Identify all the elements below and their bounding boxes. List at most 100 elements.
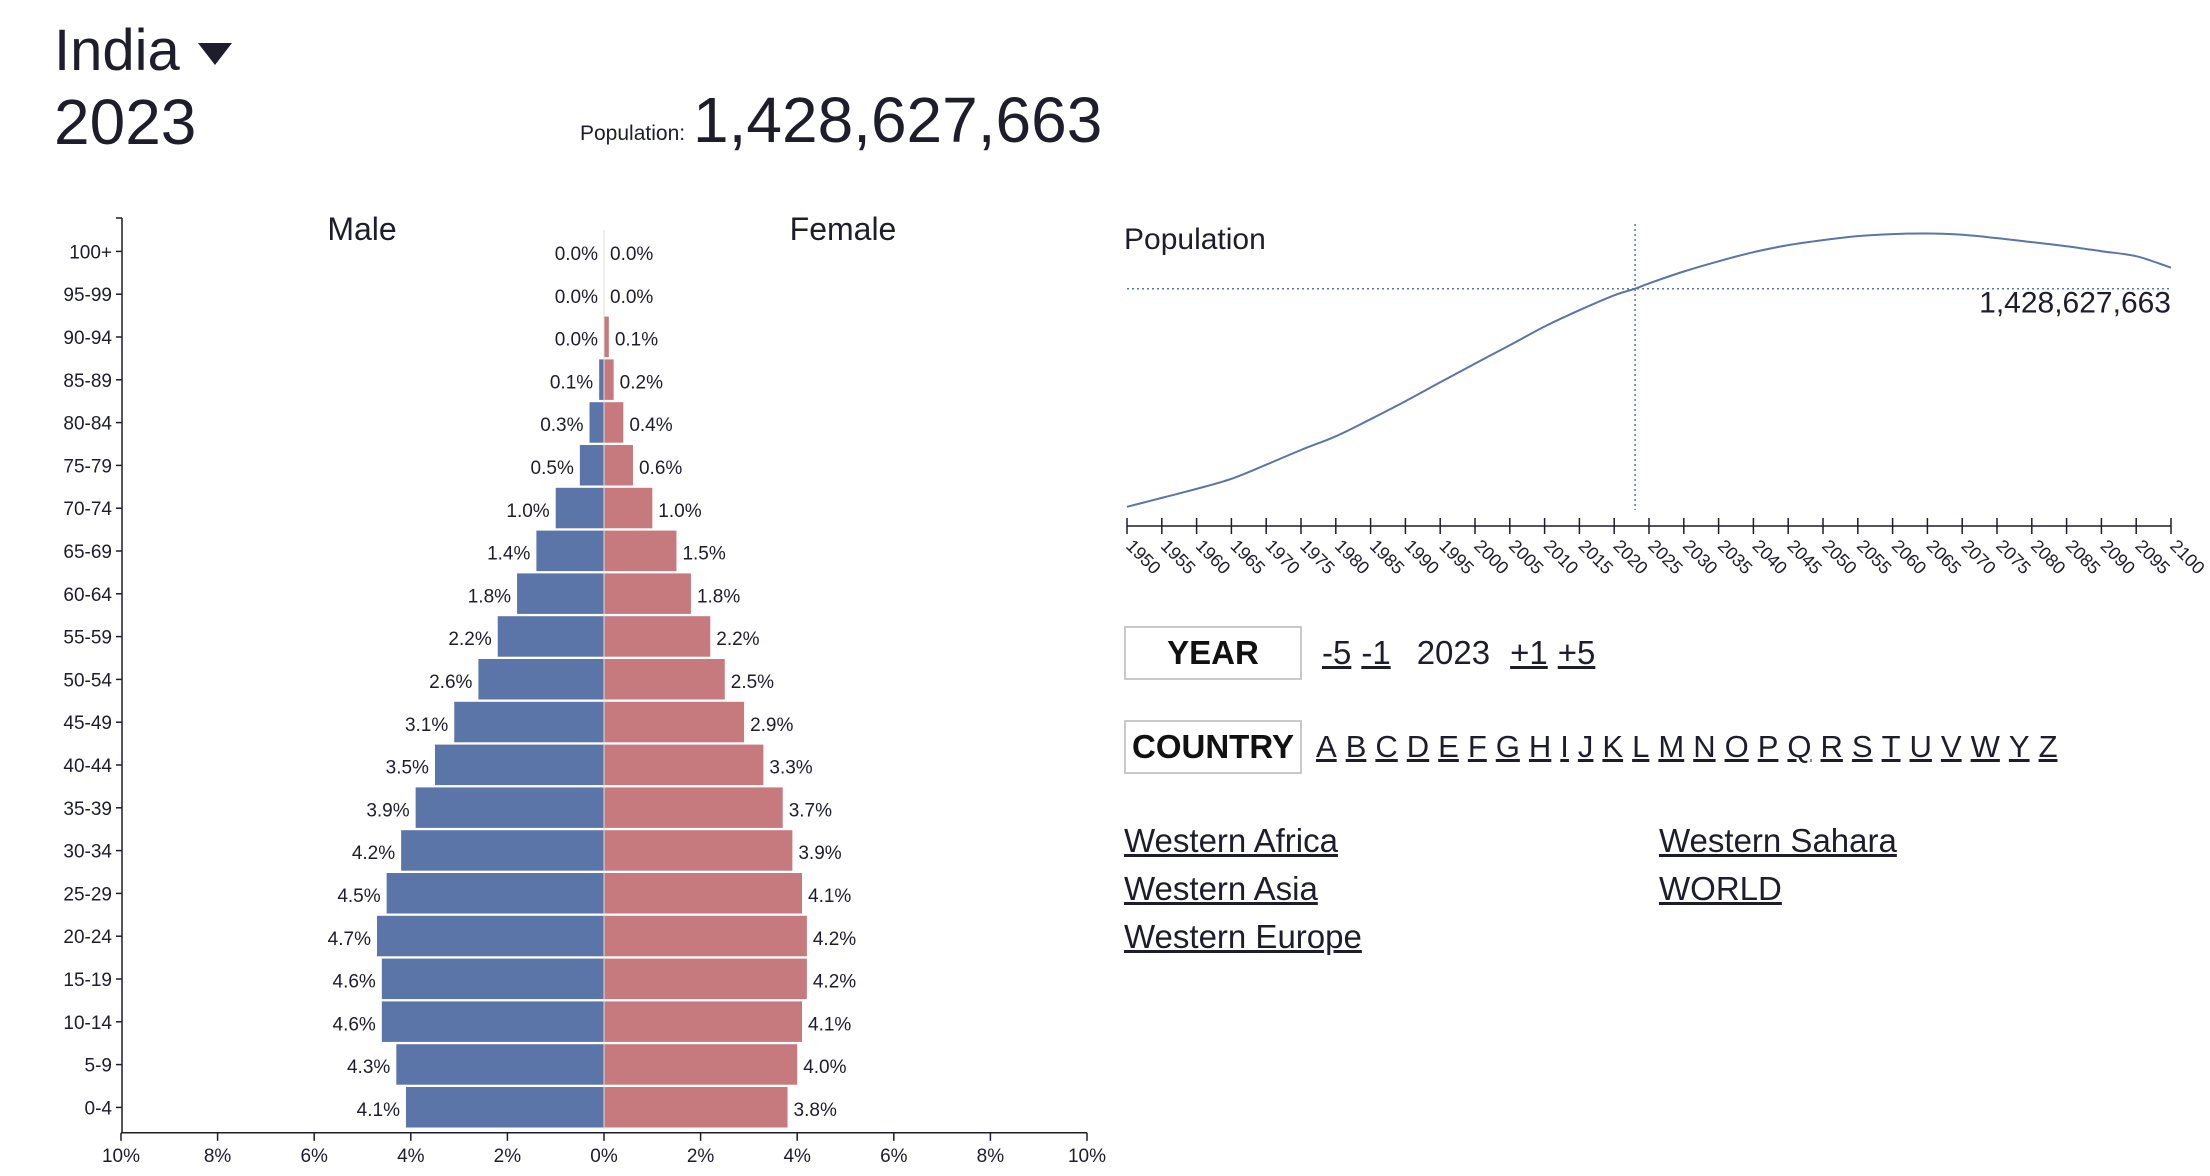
region-link[interactable]: Western Asia: [1124, 870, 1318, 907]
male-value-label: 0.1%: [550, 372, 593, 393]
country-letter-link[interactable]: I: [1560, 729, 1569, 764]
age-group-label: 60-64: [63, 585, 112, 606]
country-letter-link[interactable]: D: [1406, 729, 1430, 764]
percent-tick-label: 2%: [687, 1146, 715, 1167]
female-bar: [604, 1087, 788, 1128]
country-letter-link[interactable]: G: [1495, 729, 1520, 764]
female-bar: [604, 915, 807, 957]
year-tick-label: 2060: [1888, 536, 1930, 578]
country-letter-link[interactable]: T: [1881, 729, 1901, 764]
year-current-value: 2023: [1416, 634, 1491, 671]
male-value-label: 4.3%: [347, 1057, 390, 1078]
region-link[interactable]: Western Europe: [1124, 918, 1362, 955]
year-tick-label: 1965: [1227, 536, 1269, 578]
country-letter-link[interactable]: A: [1316, 729, 1337, 764]
country-button[interactable]: COUNTRY: [1124, 720, 1302, 774]
male-value-label: 2.6%: [429, 672, 472, 693]
country-letter-link[interactable]: F: [1467, 729, 1487, 764]
year-tick-label: 1995: [1435, 536, 1477, 578]
female-value-label: 0.0%: [610, 287, 653, 308]
age-group-label: 45-49: [63, 713, 112, 734]
male-value-label: 4.5%: [337, 886, 380, 907]
year-tick-label: 2095: [2131, 536, 2173, 578]
year-plus-1-link[interactable]: +1: [1510, 634, 1548, 671]
country-letter-link[interactable]: V: [1940, 729, 1962, 764]
female-value-label: 4.0%: [803, 1057, 846, 1078]
year-tick-label: 2100: [2166, 536, 2208, 578]
male-bar: [405, 1087, 604, 1128]
year-axis: 1950195519601965197019751980198519901995…: [1122, 518, 2209, 578]
age-group-label: 25-29: [63, 884, 112, 905]
female-bar: [604, 701, 745, 743]
age-group-label: 95-99: [63, 285, 112, 306]
region-link[interactable]: Western Sahara: [1659, 822, 1897, 859]
region-link[interactable]: WORLD: [1659, 870, 1782, 907]
year-minus-1-link[interactable]: -1: [1361, 634, 1391, 671]
age-group-label: 15-19: [63, 970, 112, 991]
country-letter-link[interactable]: B: [1345, 729, 1367, 764]
country-letter-link[interactable]: U: [1909, 729, 1932, 764]
male-value-label: 3.5%: [386, 758, 429, 779]
age-group-label: 90-94: [63, 328, 112, 349]
country-letter-link[interactable]: Z: [2038, 729, 2058, 764]
female-value-label: 2.2%: [716, 629, 759, 650]
age-group-label: 0-4: [85, 1098, 113, 1119]
male-bar: [401, 830, 604, 871]
female-value-label: 0.6%: [639, 458, 682, 479]
age-group-label: 50-54: [63, 670, 112, 691]
year-tick-label: 2070: [1957, 536, 1999, 578]
year-button[interactable]: YEAR: [1124, 626, 1302, 680]
age-group-label: 85-89: [63, 371, 112, 392]
percent-tick-label: 10%: [102, 1146, 140, 1167]
female-value-label: 0.0%: [610, 244, 653, 265]
female-value-label: 3.9%: [798, 843, 841, 864]
country-letter-link[interactable]: C: [1375, 729, 1398, 764]
male-value-label: 4.6%: [333, 1014, 376, 1035]
female-value-label: 2.9%: [750, 715, 793, 736]
country-letter-link[interactable]: P: [1757, 729, 1779, 764]
female-bar: [604, 787, 783, 828]
year-tick-label: 2015: [1575, 536, 1617, 578]
country-letter-link[interactable]: L: [1632, 729, 1650, 764]
country-letter-link[interactable]: K: [1602, 729, 1624, 764]
male-value-label: 0.3%: [540, 415, 583, 436]
country-letter-link[interactable]: N: [1693, 729, 1716, 764]
country-letter-link[interactable]: M: [1658, 729, 1685, 764]
male-value-label: 0.0%: [555, 287, 598, 308]
year-tick-label: 2065: [1923, 536, 1965, 578]
year-plus-5-link[interactable]: +5: [1557, 634, 1596, 671]
country-letter-link[interactable]: J: [1577, 729, 1594, 764]
population-series-line: [1126, 232, 2172, 508]
line-plot: 1,428,627,663: [1126, 224, 2172, 510]
country-letter-link[interactable]: H: [1528, 729, 1552, 764]
male-bar: [478, 659, 604, 700]
female-bar: [604, 487, 653, 529]
year-tick-label: 2040: [1749, 536, 1791, 578]
male-bar: [497, 616, 604, 657]
female-series-label: Female: [790, 211, 897, 247]
country-letter-link[interactable]: S: [1851, 729, 1873, 764]
female-value-label: 0.2%: [620, 372, 663, 393]
current-population-marker-label: 1,428,627,663: [1979, 287, 2171, 320]
year-tick-label: 1980: [1331, 536, 1373, 578]
country-letter-link[interactable]: W: [1970, 729, 2000, 764]
country-letter-link[interactable]: E: [1438, 729, 1459, 764]
male-value-label: 3.1%: [405, 715, 448, 736]
year-controls: YEAR -5 -1 2023 +1 +5: [1124, 626, 2184, 680]
country-letter-link[interactable]: Q: [1787, 729, 1812, 764]
age-group-label: 20-24: [63, 927, 112, 948]
country-letter-link[interactable]: O: [1724, 729, 1749, 764]
region-link[interactable]: Western Africa: [1124, 822, 1338, 859]
female-value-label: 3.3%: [769, 758, 812, 779]
male-bar: [376, 915, 604, 957]
age-group-label: 30-34: [63, 842, 112, 863]
country-selector[interactable]: India: [54, 16, 232, 86]
female-bar: [604, 573, 691, 614]
year-tick-label: 1950: [1122, 536, 1164, 578]
year-tick-label: 1975: [1296, 536, 1338, 578]
year-minus-5-link[interactable]: -5: [1322, 634, 1352, 671]
country-letter-link[interactable]: R: [1820, 729, 1843, 764]
country-letter-link[interactable]: Y: [2008, 729, 2030, 764]
year-tick-label: 2090: [2097, 536, 2139, 578]
